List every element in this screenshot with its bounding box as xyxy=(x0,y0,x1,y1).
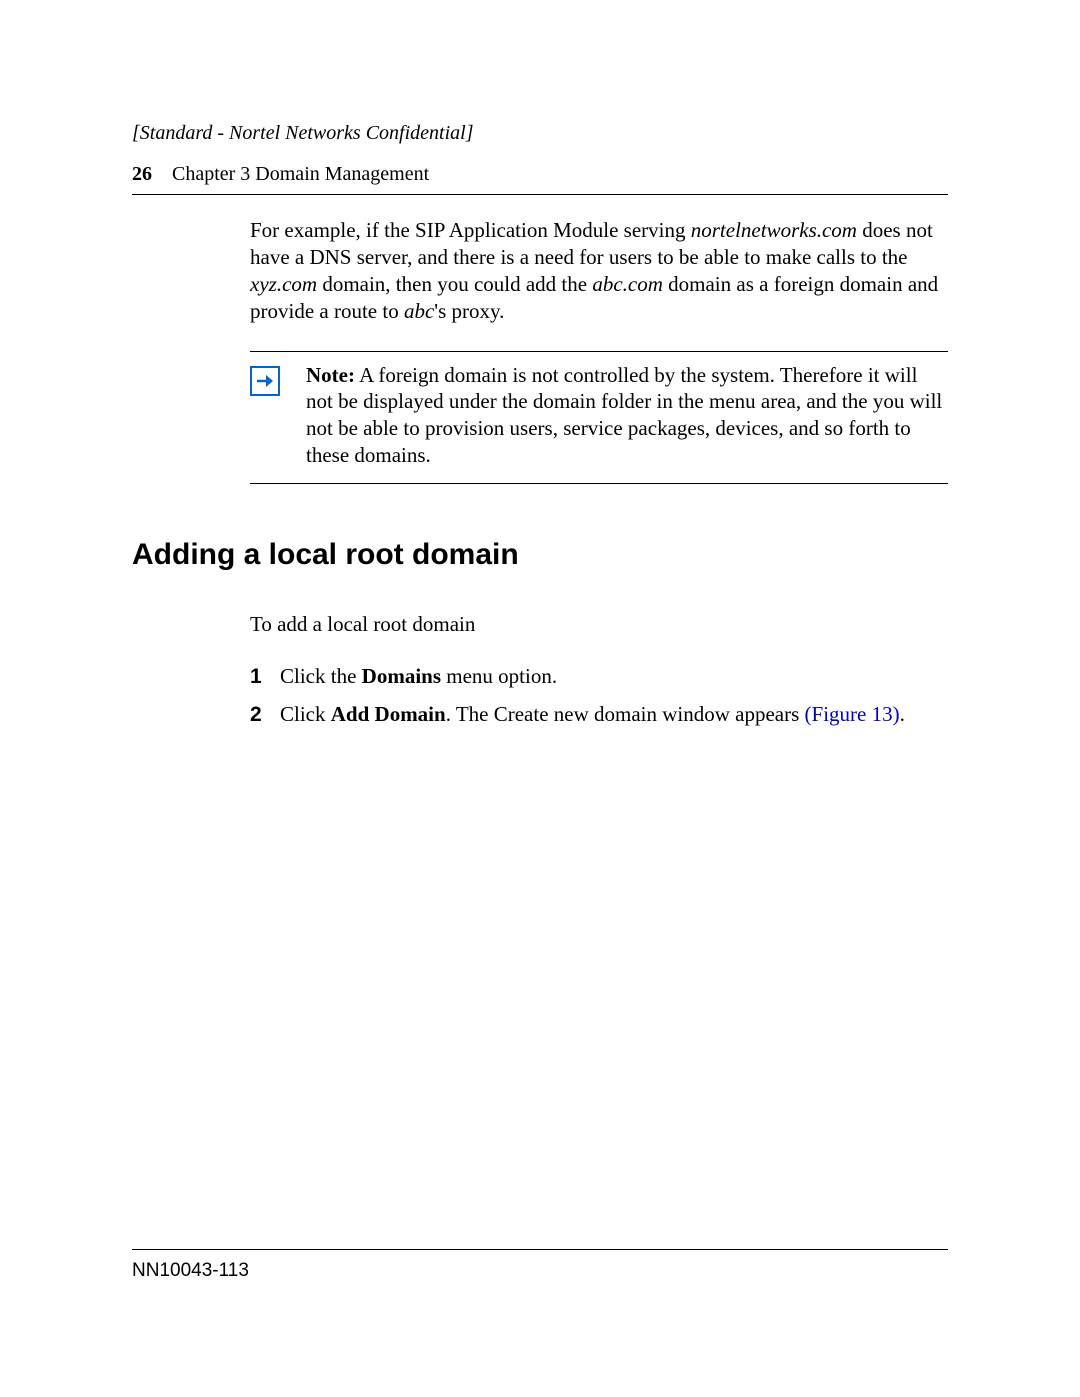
note-callout: Note: A foreign domain is not controlled… xyxy=(250,351,948,485)
step-number: 2 xyxy=(250,699,280,731)
para-italic-1: nortelnetworks.com xyxy=(691,218,857,242)
step-number: 1 xyxy=(250,661,280,693)
document-id: NN10043-113 xyxy=(132,1260,249,1281)
para-italic-4: abc xyxy=(404,299,434,323)
figure-link[interactable]: (Figure 13) xyxy=(805,702,900,726)
step-item: 2 Click Add Domain. The Create new domai… xyxy=(250,699,948,731)
step-text: . xyxy=(900,702,905,726)
chapter-text: Chapter 3 Domain Management xyxy=(172,163,429,185)
step-body: Click Add Domain. The Create new domain … xyxy=(280,699,948,731)
step-text: Click xyxy=(280,702,331,726)
running-header: 26 Chapter 3 Domain Management xyxy=(132,163,948,195)
intro-paragraph: For example, if the SIP Application Modu… xyxy=(250,217,948,325)
para-text-3: domain, then you could add the xyxy=(317,272,592,296)
step-body: Click the Domains menu option. xyxy=(280,661,948,693)
para-italic-2: xyz.com xyxy=(250,272,317,296)
procedure-intro: To add a local root domain xyxy=(250,612,948,637)
procedure-steps: 1 Click the Domains menu option. 2 Click… xyxy=(250,661,948,730)
para-text-1: For example, if the SIP Application Modu… xyxy=(250,218,691,242)
step-text: . The Create new domain window appears xyxy=(446,702,805,726)
step-item: 1 Click the Domains menu option. xyxy=(250,661,948,693)
step-text: menu option. xyxy=(441,664,557,688)
document-page: [Standard - Nortel Networks Confidential… xyxy=(0,0,1080,1397)
step-bold: Add Domain xyxy=(331,702,446,726)
footer: NN10043-113 xyxy=(132,1249,948,1282)
para-italic-3: abc.com xyxy=(592,272,663,296)
confidential-label: [Standard - Nortel Networks Confidential… xyxy=(132,122,948,145)
step-bold: Domains xyxy=(362,664,441,688)
para-text-5: 's proxy. xyxy=(434,299,504,323)
step-text: Click the xyxy=(280,664,362,688)
section-heading: Adding a local root domain xyxy=(132,538,948,572)
note-body: A foreign domain is not controlled by th… xyxy=(306,363,942,468)
note-label: Note: xyxy=(306,363,355,387)
note-text: Note: A foreign domain is not controlled… xyxy=(306,362,948,470)
chapter-title xyxy=(157,163,172,185)
page-number: 26 xyxy=(132,163,152,185)
arrow-right-icon xyxy=(250,366,280,396)
